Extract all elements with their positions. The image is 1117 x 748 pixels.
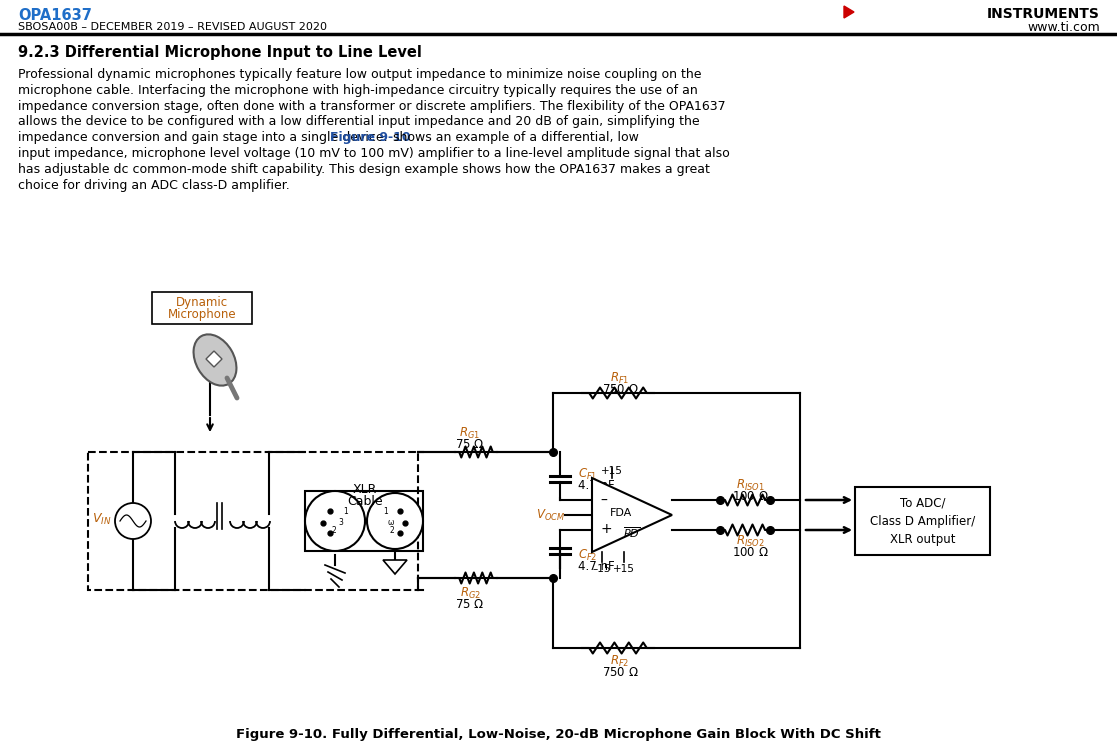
Bar: [855, 487, 990, 555]
Text: 1: 1: [343, 507, 347, 516]
Polygon shape: [383, 560, 407, 574]
Text: $R_{F1}$: $R_{F1}$: [610, 371, 630, 386]
Text: +15: +15: [613, 564, 634, 574]
Text: XLR: XLR: [353, 483, 378, 496]
Text: microphone cable. Interfacing the microphone with high-impedance circuitry typic: microphone cable. Interfacing the microp…: [18, 84, 698, 96]
Text: FDA: FDA: [610, 508, 632, 518]
Text: $C_{F2}$: $C_{F2}$: [577, 548, 598, 563]
Text: Cable: Cable: [347, 495, 383, 508]
Circle shape: [115, 503, 151, 539]
Text: Professional dynamic microphones typically feature low output impedance to minim: Professional dynamic microphones typical…: [18, 68, 701, 81]
Text: XLR output: XLR output: [890, 533, 955, 545]
Text: +: +: [600, 522, 612, 536]
Text: 4.7 nF: 4.7 nF: [577, 560, 614, 573]
Text: $C_{F1}$: $C_{F1}$: [577, 467, 598, 482]
Text: 1: 1: [383, 507, 388, 516]
Text: choice for driving an ADC class-D amplifier.: choice for driving an ADC class-D amplif…: [18, 179, 289, 191]
Text: 75 $\Omega$: 75 $\Omega$: [456, 598, 485, 611]
Text: +15: +15: [601, 466, 623, 476]
Text: $R_{G2}$: $R_{G2}$: [459, 586, 480, 601]
Polygon shape: [592, 478, 672, 552]
Bar: [152, 292, 252, 324]
Text: Microphone: Microphone: [168, 308, 237, 321]
Text: –15: –15: [593, 564, 611, 574]
Text: 750 $\Omega$: 750 $\Omega$: [602, 383, 639, 396]
Text: ω: ω: [386, 518, 393, 527]
Text: input impedance, microphone level voltage (10 mV to 100 mV) amplifier to a line-: input impedance, microphone level voltag…: [18, 147, 729, 160]
Text: 75 $\Omega$: 75 $\Omega$: [456, 438, 485, 451]
Polygon shape: [206, 351, 222, 367]
Text: 750 $\Omega$: 750 $\Omega$: [602, 666, 639, 679]
Text: has adjustable dc common-mode shift capability. This design example shows how th: has adjustable dc common-mode shift capa…: [18, 163, 710, 176]
Text: shows an example of a differential, low: shows an example of a differential, low: [389, 131, 639, 144]
Polygon shape: [844, 6, 855, 18]
Bar: [305, 491, 423, 551]
Text: $R_{ISO1}$: $R_{ISO1}$: [736, 478, 764, 493]
Text: $V_{OCM}$: $V_{OCM}$: [536, 507, 565, 523]
Text: 100 $\Omega$: 100 $\Omega$: [732, 490, 768, 503]
Text: Class D Amplifier/: Class D Amplifier/: [870, 515, 975, 527]
Text: 4.7 nF: 4.7 nF: [577, 479, 614, 492]
Bar: [88, 452, 418, 590]
Text: $R_{F2}$: $R_{F2}$: [610, 654, 630, 669]
Text: 3: 3: [338, 518, 343, 527]
Text: SBOSA00B – DECEMBER 2019 – REVISED AUGUST 2020: SBOSA00B – DECEMBER 2019 – REVISED AUGUS…: [18, 22, 327, 32]
Text: www.ti.com: www.ti.com: [1028, 21, 1100, 34]
Text: $R_{G1}$: $R_{G1}$: [459, 426, 480, 441]
Text: Figure 9-10. Fully Differential, Low-Noise, 20-dB Microphone Gain Block With DC : Figure 9-10. Fully Differential, Low-Noi…: [236, 728, 880, 741]
Text: 2: 2: [332, 526, 336, 535]
Text: Dynamic: Dynamic: [176, 296, 228, 309]
Text: impedance conversion stage, often done with a transformer or discrete amplifiers: impedance conversion stage, often done w…: [18, 99, 726, 113]
Text: allows the device to be configured with a low differential input impedance and 2: allows the device to be configured with …: [18, 115, 699, 129]
Text: –: –: [600, 494, 607, 508]
Text: Figure 9-10: Figure 9-10: [330, 131, 411, 144]
Text: 9.2.3 Differential Microphone Input to Line Level: 9.2.3 Differential Microphone Input to L…: [18, 45, 422, 60]
Text: $V_{IN}$: $V_{IN}$: [92, 512, 112, 527]
Circle shape: [305, 491, 365, 551]
Text: $R_{ISO2}$: $R_{ISO2}$: [736, 534, 764, 549]
Text: $\overline{PD}$: $\overline{PD}$: [623, 526, 641, 540]
Ellipse shape: [193, 334, 237, 386]
Text: OPA1637: OPA1637: [18, 8, 92, 23]
Text: 100 $\Omega$: 100 $\Omega$: [732, 546, 768, 559]
Text: 2: 2: [390, 526, 394, 535]
Text: To ADC/: To ADC/: [900, 497, 945, 509]
Text: impedance conversion and gain stage into a single device.: impedance conversion and gain stage into…: [18, 131, 392, 144]
Text: INSTRUMENTS: INSTRUMENTS: [987, 7, 1100, 21]
Circle shape: [367, 493, 423, 549]
